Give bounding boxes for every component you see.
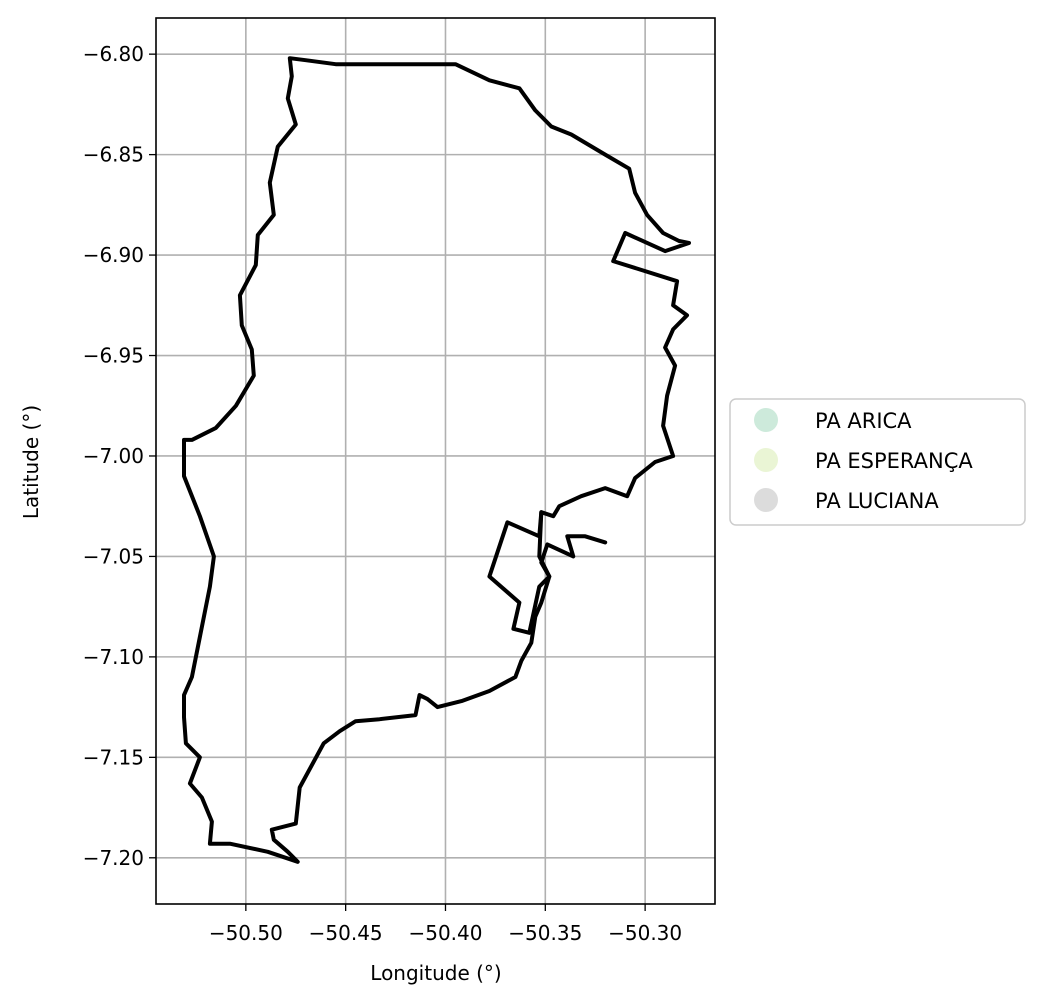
- y-tick-label: −6.80: [83, 42, 144, 66]
- legend-marker: [754, 448, 778, 472]
- x-tick-label: −50.35: [508, 921, 582, 945]
- x-tick-label: −50.45: [309, 921, 383, 945]
- legend-label: PA LUCIANA: [815, 489, 939, 513]
- y-tick-label: −7.00: [83, 444, 144, 468]
- legend-marker: [754, 408, 778, 432]
- y-tick-label: −7.10: [83, 645, 144, 669]
- axes-frame: [155, 17, 716, 905]
- y-tick-label: −6.85: [83, 143, 144, 167]
- outer-boundary: [182, 56, 691, 864]
- legend-label: PA ARICA: [815, 409, 912, 433]
- boundary-layer: [182, 56, 691, 864]
- x-axis-label: Longitude (°): [370, 961, 501, 985]
- y-tick-label: −7.05: [83, 544, 144, 568]
- y-tick-label: −6.90: [83, 243, 144, 267]
- y-tick-label: −6.95: [83, 344, 144, 368]
- y-tick-label: −7.20: [83, 846, 144, 870]
- x-tick-label: −50.50: [209, 921, 283, 945]
- tick-layer: −50.50 −50.45 −50.40 −50.35 −50.30 −6.80 −6.85…: [83, 42, 682, 945]
- legend-marker: [754, 488, 778, 512]
- legend: PA ARICA PA ESPERANÇA PA LUCIANA: [729, 398, 1026, 526]
- y-axis-label: Latitude (°): [19, 405, 43, 519]
- parcel-boundary: [487, 510, 608, 635]
- grid-layer: [156, 18, 715, 904]
- x-tick-label: −50.40: [408, 921, 482, 945]
- y-tick-label: −7.15: [83, 745, 144, 769]
- legend-label: PA ESPERANÇA: [815, 449, 973, 473]
- legend-entries: PA ARICA PA ESPERANÇA PA LUCIANA: [754, 408, 973, 513]
- legend-box: [729, 398, 1026, 526]
- x-tick-label: −50.30: [608, 921, 682, 945]
